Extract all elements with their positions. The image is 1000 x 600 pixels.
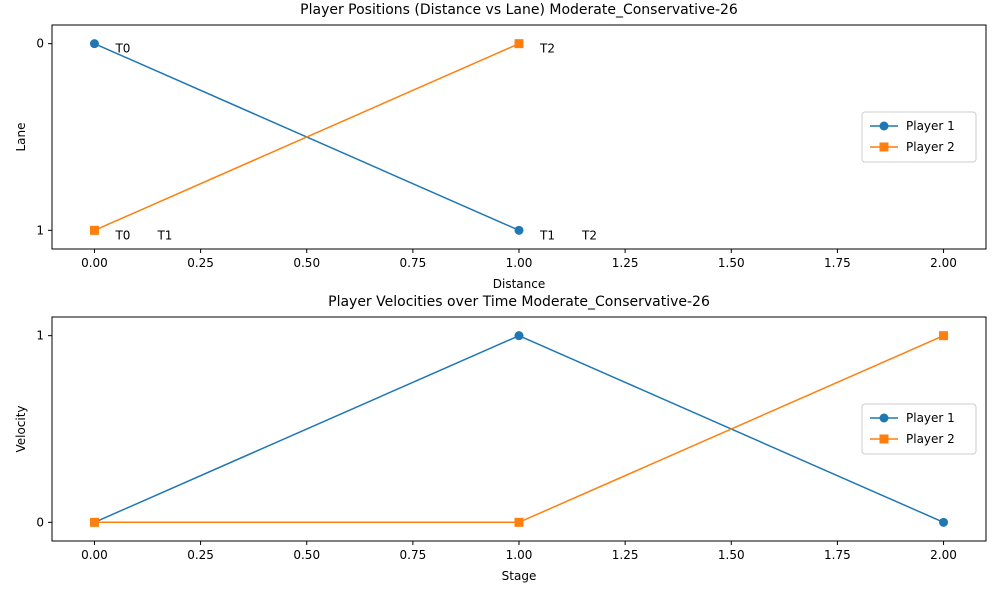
legend: Player 1 Player 2 bbox=[861, 111, 977, 163]
plot-frame bbox=[51, 316, 987, 542]
data-point bbox=[514, 225, 524, 235]
x-tick-label: 2.00 bbox=[930, 256, 957, 270]
x-tick-label: 1.00 bbox=[506, 548, 533, 562]
point-annotation: T1 bbox=[539, 228, 555, 242]
chart-panel-2: Player Velocities over Time Moderate_Con… bbox=[14, 294, 987, 583]
x-tick-label: 0.25 bbox=[187, 256, 214, 270]
y-tick-label: 0 bbox=[36, 515, 44, 529]
x-tick-label: 0.00 bbox=[81, 548, 108, 562]
x-tick-label: 0.25 bbox=[187, 548, 214, 562]
data-point bbox=[939, 331, 949, 341]
point-annotation: T1 bbox=[156, 228, 172, 242]
x-axis-label: Distance bbox=[493, 277, 545, 291]
x-tick-label: 0.75 bbox=[400, 256, 427, 270]
legend-label: Player 1 bbox=[906, 119, 955, 133]
legend-marker bbox=[879, 142, 889, 152]
x-axis-label: Stage bbox=[502, 569, 537, 583]
x-tick-label: 0.75 bbox=[400, 548, 427, 562]
y-tick-label: 0 bbox=[36, 37, 44, 51]
legend-box bbox=[861, 111, 977, 163]
legend-box bbox=[861, 403, 977, 455]
data-point bbox=[514, 517, 524, 527]
data-point bbox=[89, 39, 99, 49]
y-tick-label: 1 bbox=[36, 329, 44, 343]
legend-label: Player 1 bbox=[906, 411, 955, 425]
chart-panel-1: Player Positions (Distance vs Lane) Mode… bbox=[14, 2, 987, 291]
data-point bbox=[89, 225, 99, 235]
series-line-player-2 bbox=[94, 335, 944, 524]
x-tick-label: 1.25 bbox=[612, 548, 639, 562]
legend: Player 1 Player 2 bbox=[861, 403, 977, 455]
plot-frame bbox=[51, 24, 987, 250]
x-tick-label: 2.00 bbox=[930, 548, 957, 562]
chart-title: Player Velocities over Time Moderate_Con… bbox=[328, 294, 710, 310]
legend-label: Player 2 bbox=[906, 140, 955, 154]
legend-marker bbox=[879, 121, 889, 131]
x-tick-label: 0.50 bbox=[293, 256, 320, 270]
x-tick-label: 1.25 bbox=[612, 256, 639, 270]
x-tick-label: 0.50 bbox=[293, 548, 320, 562]
x-tick-label: 0.00 bbox=[81, 256, 108, 270]
legend-marker bbox=[879, 434, 889, 444]
data-point bbox=[514, 39, 524, 49]
legend-label: Player 2 bbox=[906, 432, 955, 446]
point-annotation: T2 bbox=[539, 42, 555, 56]
point-annotation: T2 bbox=[581, 228, 597, 242]
y-tick-label: 1 bbox=[36, 223, 44, 237]
x-tick-label: 1.50 bbox=[718, 548, 745, 562]
data-point bbox=[939, 517, 949, 527]
x-tick-label: 1.00 bbox=[506, 256, 533, 270]
series-line-player-2 bbox=[94, 43, 520, 231]
y-axis-label: Lane bbox=[14, 122, 28, 151]
chart-title: Player Positions (Distance vs Lane) Mode… bbox=[300, 2, 738, 18]
data-point bbox=[89, 517, 99, 527]
x-tick-label: 1.50 bbox=[718, 256, 745, 270]
series-line-player-1 bbox=[94, 334, 944, 523]
x-tick-label: 1.75 bbox=[824, 548, 851, 562]
point-annotation: T0 bbox=[114, 42, 130, 56]
y-axis-label: Velocity bbox=[14, 405, 28, 452]
point-annotation: T0 bbox=[114, 228, 130, 242]
data-point bbox=[514, 331, 524, 341]
legend-marker bbox=[879, 413, 889, 423]
x-tick-label: 1.75 bbox=[824, 256, 851, 270]
